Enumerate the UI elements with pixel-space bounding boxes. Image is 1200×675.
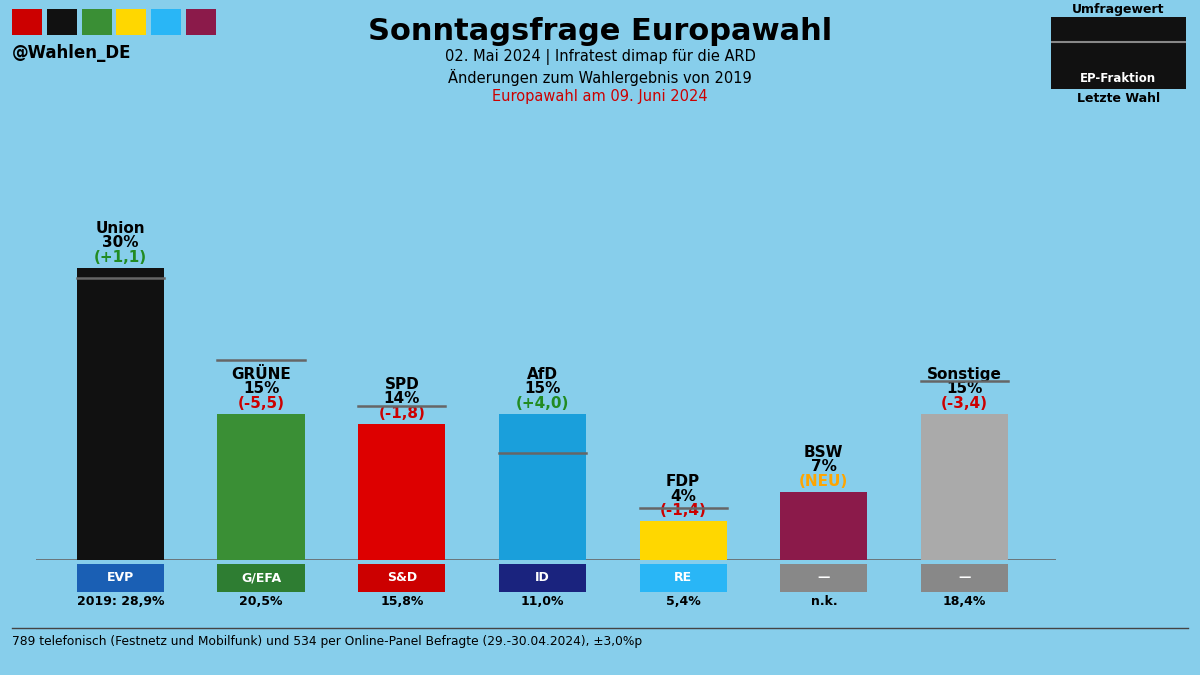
Text: 789 telefonisch (Festnetz und Mobilfunk) und 534 per Online-Panel Befragte (29.-: 789 telefonisch (Festnetz und Mobilfunk)… — [12, 634, 642, 647]
Text: GRÜNE: GRÜNE — [232, 367, 290, 382]
Text: 15,8%: 15,8% — [380, 595, 424, 608]
Bar — [640, 521, 727, 560]
Text: (-1,8): (-1,8) — [378, 406, 425, 421]
Text: 15%: 15% — [524, 381, 560, 396]
Text: EP-Fraktion: EP-Fraktion — [1080, 72, 1157, 85]
Text: 20,5%: 20,5% — [239, 595, 283, 608]
Text: 11,0%: 11,0% — [521, 595, 564, 608]
Text: EVP: EVP — [107, 571, 134, 585]
Text: (-3,4): (-3,4) — [941, 396, 988, 411]
Text: Sonntagsfrage Europawahl: Sonntagsfrage Europawahl — [368, 17, 832, 46]
Text: Union: Union — [96, 221, 145, 236]
Text: —: — — [959, 571, 971, 585]
Bar — [77, 268, 164, 560]
Bar — [217, 414, 305, 560]
Text: 7%: 7% — [811, 460, 836, 475]
Text: 5,4%: 5,4% — [666, 595, 701, 608]
Text: Europawahl am 09. Juni 2024: Europawahl am 09. Juni 2024 — [492, 89, 708, 104]
Text: (+4,0): (+4,0) — [516, 396, 569, 411]
Bar — [920, 414, 1008, 560]
Text: S&D: S&D — [386, 571, 416, 585]
Text: SPD: SPD — [384, 377, 419, 392]
Text: 2019: 28,9%: 2019: 28,9% — [77, 595, 164, 608]
Text: 18,4%: 18,4% — [943, 595, 986, 608]
Text: Umfragewert: Umfragewert — [1072, 3, 1165, 16]
Text: BSW: BSW — [804, 445, 844, 460]
Bar — [358, 424, 445, 560]
Bar — [780, 492, 868, 560]
Text: G/EFA: G/EFA — [241, 571, 281, 585]
Text: (+1,1): (+1,1) — [94, 250, 146, 265]
Text: (-1,4): (-1,4) — [660, 504, 707, 518]
Text: n.k.: n.k. — [810, 595, 838, 608]
Text: RE: RE — [674, 571, 692, 585]
Text: (NEU): (NEU) — [799, 474, 848, 489]
Text: ID: ID — [535, 571, 550, 585]
Text: FDP: FDP — [666, 474, 701, 489]
Text: 15%: 15% — [242, 381, 280, 396]
Text: 30%: 30% — [102, 235, 139, 250]
Text: Letzte Wahl: Letzte Wahl — [1076, 92, 1160, 105]
Text: Änderungen zum Wahlergebnis von 2019: Änderungen zum Wahlergebnis von 2019 — [448, 69, 752, 86]
Text: 4%: 4% — [671, 489, 696, 504]
Text: AfD: AfD — [527, 367, 558, 382]
Bar — [499, 414, 586, 560]
Text: Sonstige: Sonstige — [928, 367, 1002, 382]
Text: 02. Mai 2024 | Infratest dimap für die ARD: 02. Mai 2024 | Infratest dimap für die A… — [444, 49, 756, 65]
Text: 15%: 15% — [947, 381, 983, 396]
Text: @Wahlen_DE: @Wahlen_DE — [12, 44, 132, 62]
Text: (-5,5): (-5,5) — [238, 396, 284, 411]
Text: —: — — [817, 571, 830, 585]
Text: 14%: 14% — [384, 392, 420, 406]
